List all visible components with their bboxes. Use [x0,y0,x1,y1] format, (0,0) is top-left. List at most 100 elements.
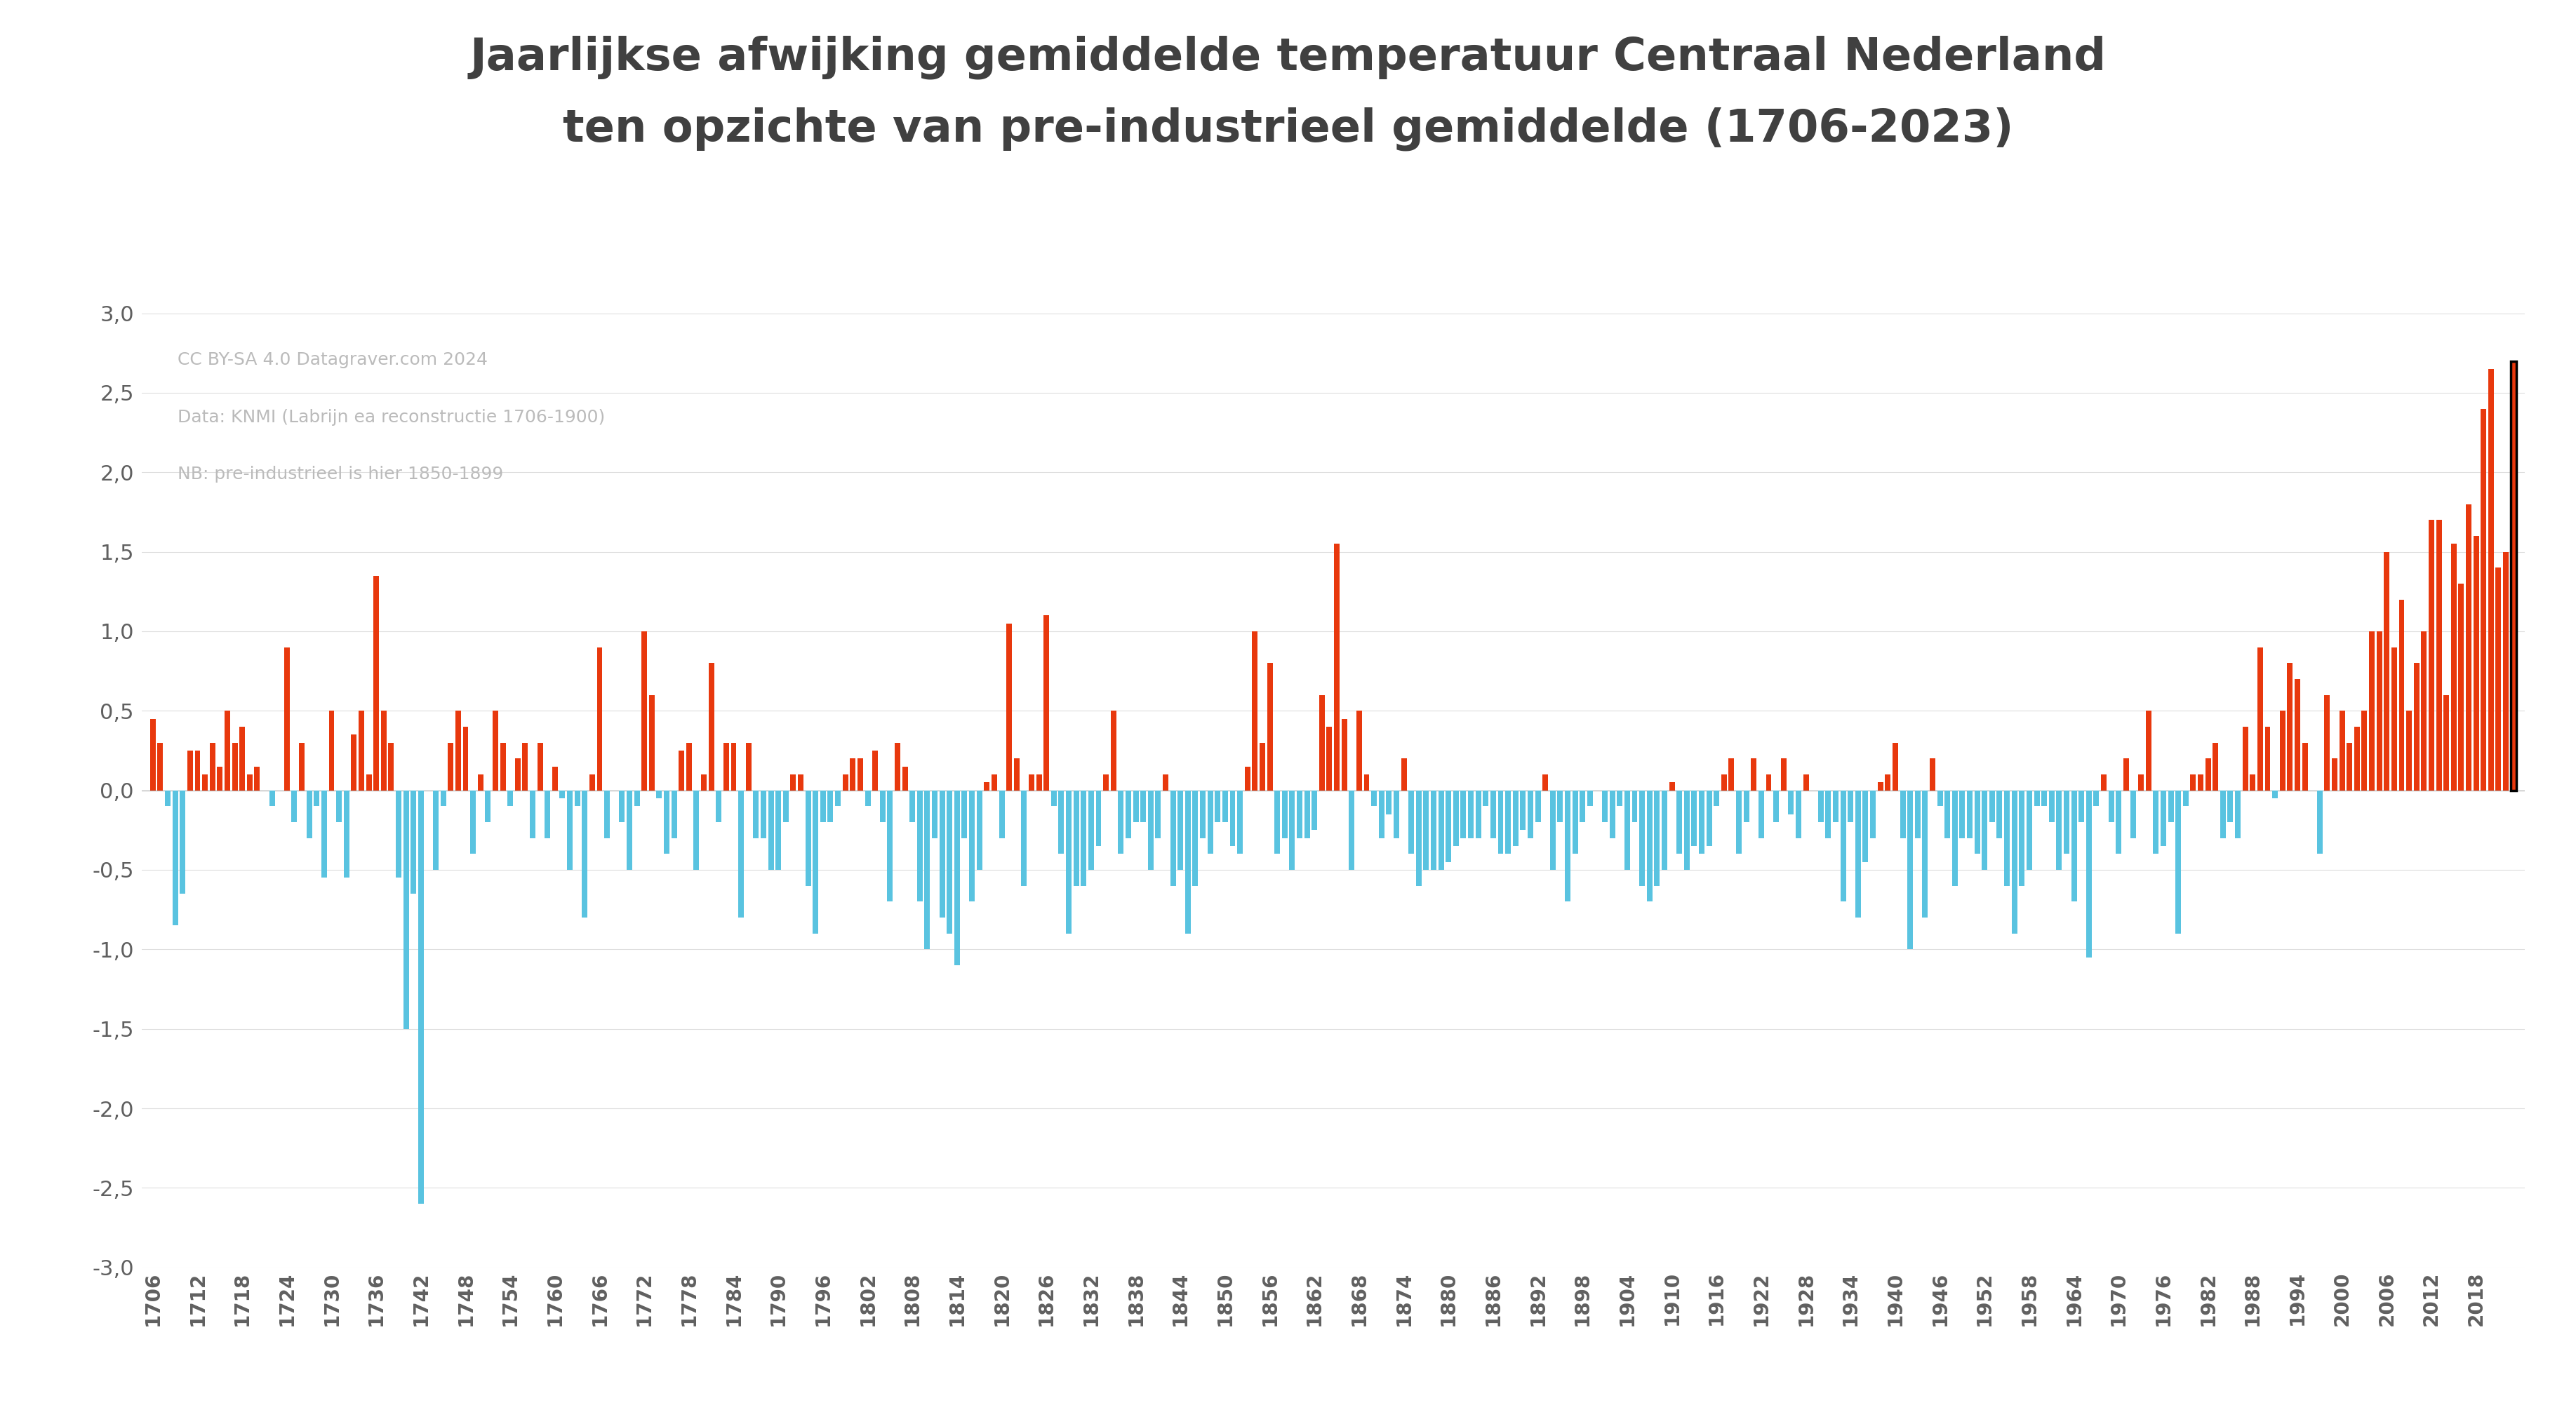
Bar [1826,790,1832,837]
Bar [1968,790,1973,837]
Bar [1007,624,1012,790]
Bar [1468,790,1473,837]
Bar [2257,646,2262,790]
Bar [677,750,685,790]
Bar [381,711,386,790]
Bar [1370,790,1376,806]
Bar [760,790,765,837]
Bar [768,790,773,870]
Bar [2339,711,2344,790]
Bar [2205,759,2210,790]
Bar [2316,790,2324,854]
Bar [507,790,513,806]
Bar [1311,790,1316,830]
Bar [634,790,639,806]
Bar [894,743,899,790]
Bar [538,743,544,790]
Text: Jaarlijkse afwijking gemiddelde temperatuur Centraal Nederland: Jaarlijkse afwijking gemiddelde temperat… [469,36,2107,80]
Bar [827,790,832,822]
Bar [1319,695,1324,790]
Bar [1996,790,2002,837]
Bar [2056,790,2061,870]
Bar [708,664,714,790]
Bar [783,790,788,822]
Bar [2287,664,2293,790]
Bar [842,775,848,790]
Bar [1945,790,1950,837]
Bar [850,759,855,790]
Bar [1417,790,1422,886]
Bar [933,790,938,837]
Bar [1803,775,1808,790]
Bar [484,790,489,822]
Bar [1043,615,1048,790]
Bar [1602,790,1607,822]
Bar [1497,790,1504,854]
Bar [1512,790,1517,846]
Bar [2383,553,2391,790]
Bar [1020,790,1028,886]
Bar [1208,790,1213,854]
Bar [574,790,580,806]
Bar [149,719,155,790]
Bar [1082,790,1087,886]
Bar [886,790,894,901]
Bar [2295,679,2300,790]
Bar [1772,790,1780,822]
Bar [582,790,587,917]
Text: Data: KNMI (Labrijn ea reconstructie 1706-1900): Data: KNMI (Labrijn ea reconstructie 170… [178,409,605,426]
Bar [1484,790,1489,806]
Bar [2027,790,2032,870]
Bar [374,575,379,790]
Bar [2465,504,2470,790]
Bar [1110,711,1115,790]
Bar [2004,790,2009,886]
Bar [1579,790,1584,822]
Bar [2450,544,2458,790]
Bar [404,790,410,1028]
Bar [1327,726,1332,790]
Bar [1193,790,1198,886]
Bar [1700,790,1705,854]
Bar [835,790,840,806]
Bar [299,743,304,790]
Bar [791,775,796,790]
Bar [976,790,981,870]
Bar [2496,568,2501,790]
Bar [1677,790,1682,854]
Bar [2244,726,2249,790]
Text: NB: pre-industrieel is hier 1850-1899: NB: pre-industrieel is hier 1850-1899 [178,466,502,483]
Bar [806,790,811,886]
Bar [1669,782,1674,790]
Bar [1558,790,1564,822]
Bar [2154,790,2159,854]
Bar [1564,790,1571,901]
Bar [2040,790,2048,806]
Bar [1074,790,1079,886]
Bar [1229,790,1236,846]
Bar [1445,790,1450,862]
Bar [307,790,312,837]
Bar [515,759,520,790]
Bar [2481,409,2486,790]
Bar [1162,775,1170,790]
Bar [1504,790,1512,854]
Bar [1461,790,1466,837]
Bar [567,790,572,870]
Bar [343,790,350,877]
Bar [665,790,670,854]
Bar [544,790,551,837]
Bar [433,790,438,870]
Bar [1631,790,1638,822]
Text: CC BY-SA 4.0 Datagraver.com 2024: CC BY-SA 4.0 Datagraver.com 2024 [178,352,487,369]
Bar [1528,790,1533,837]
Bar [1216,790,1221,822]
Bar [322,790,327,877]
Bar [1224,790,1229,822]
Bar [948,790,953,934]
Bar [1296,790,1303,837]
Bar [969,790,974,901]
Bar [1543,775,1548,790]
Bar [1126,790,1131,837]
Bar [2488,369,2494,790]
